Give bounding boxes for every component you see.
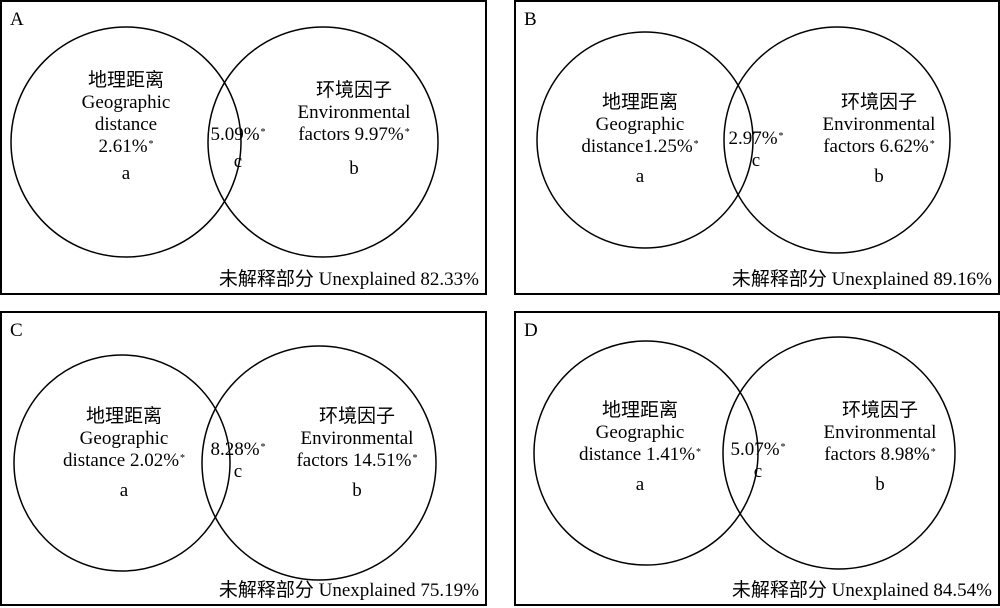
- region-a-zh: 地理距离: [601, 92, 679, 113]
- region-a-en: Geographic: [81, 92, 171, 113]
- panel-letter: D: [524, 320, 538, 341]
- geographic-distance-circle: [536, 31, 754, 249]
- region-c-label: 5.07%* c: [730, 439, 785, 483]
- panel-letter: C: [10, 320, 23, 341]
- region-c-pct: 5.07%: [730, 439, 780, 460]
- environmental-factors-circle: [722, 336, 956, 570]
- significance-mark: *: [260, 442, 266, 453]
- region-b-en: Environmental: [300, 428, 414, 449]
- region-a-id: a: [635, 474, 645, 495]
- region-a-zh: 地理距离: [87, 70, 165, 91]
- venn-panel-d: D 地理距离 Geographic distance 1.41%* a 5.07…: [514, 311, 1000, 606]
- region-b-en: factors 8.98%: [824, 444, 930, 465]
- region-a-en: distance1.25%: [581, 136, 693, 157]
- region-b-zh: 环境因子: [318, 406, 395, 427]
- region-c-id: c: [753, 461, 763, 482]
- region-a-en: distance: [94, 114, 158, 135]
- region-c-pct: 2.97%: [728, 128, 778, 149]
- region-b-id: b: [874, 166, 884, 187]
- venn-panel-b: B 地理距离 Geographic distance1.25%* a 2.97%…: [514, 0, 1000, 295]
- region-a-pct: 2.61%: [98, 136, 148, 157]
- significance-mark: *: [929, 139, 935, 150]
- unexplained-label: 未解释部分 Unexplained 82.33%: [218, 269, 479, 290]
- significance-mark: *: [404, 127, 410, 138]
- significance-mark: *: [260, 127, 266, 138]
- panel-letter: A: [10, 9, 24, 30]
- region-b-label: 环境因子 Environmental factors 14.51%* b: [296, 406, 417, 502]
- region-a-label: 地理距离 Geographic distance 1.41%* a: [579, 400, 701, 496]
- region-c-label: 5.09%* c: [210, 124, 265, 173]
- significance-mark: *: [930, 447, 936, 458]
- region-a-id: a: [119, 480, 129, 501]
- venn-diagram: [13, 345, 437, 581]
- environmental-factors-circle: [723, 26, 951, 254]
- region-a-en: distance 2.02%: [62, 450, 180, 471]
- region-a-label: 地理距离 Geographic distance1.25%* a: [581, 92, 698, 188]
- region-c-label: 2.97%* c: [728, 128, 783, 172]
- region-a-en: distance 1.41%: [578, 444, 696, 465]
- region-b-id: b: [875, 474, 885, 495]
- region-b-label: 环境因子 Environmental factors 6.62%* b: [823, 92, 936, 188]
- region-b-label: 环境因子 Environmental factors 9.97%* b: [298, 80, 411, 180]
- significance-mark: *: [148, 139, 154, 150]
- region-a-label: 地理距离 Geographic distance 2.02%* a: [63, 406, 185, 502]
- region-c-label: 8.28%* c: [210, 439, 265, 483]
- region-b-zh: 环境因子: [841, 400, 919, 421]
- region-a-zh: 地理距离: [601, 400, 679, 421]
- region-b-en: factors 6.62%: [823, 136, 929, 157]
- region-c-pct: 8.28%: [210, 439, 260, 460]
- venn-panel-a: A 地理距离 Geographic distance 2.61%* a 5.09…: [0, 0, 487, 295]
- region-b-en: Environmental: [823, 422, 937, 443]
- region-b-en: Environmental: [297, 102, 411, 123]
- region-b-id: b: [349, 158, 359, 179]
- unexplained-label: 未解释部分 Unexplained 75.19%: [218, 580, 479, 601]
- unexplained-label: 未解释部分 Unexplained 89.16%: [731, 269, 992, 290]
- significance-mark: *: [696, 447, 702, 458]
- region-a-en: Geographic: [595, 422, 685, 443]
- region-c-id: c: [233, 461, 243, 482]
- region-a-id: a: [121, 163, 131, 184]
- venn-diagram: [10, 26, 439, 258]
- venn-diagram: [533, 336, 956, 570]
- panel-letter: B: [524, 9, 537, 30]
- significance-mark: *: [693, 139, 699, 150]
- region-b-en: factors 14.51%: [296, 450, 412, 471]
- geographic-distance-circle: [533, 340, 759, 566]
- environmental-factors-circle: [207, 26, 439, 258]
- unexplained-label: 未解释部分 Unexplained 84.54%: [731, 580, 992, 601]
- region-a-en: Geographic: [79, 428, 169, 449]
- region-c-id: c: [233, 151, 243, 172]
- geographic-distance-circle: [10, 26, 242, 258]
- significance-mark: *: [180, 453, 186, 464]
- region-c-pct: 5.09%: [210, 124, 260, 145]
- region-a-label: 地理距离 Geographic distance 2.61%* a: [82, 70, 171, 185]
- region-b-id: b: [352, 480, 362, 501]
- region-b-en: factors 9.97%: [298, 124, 404, 145]
- region-a-zh: 地理距离: [85, 406, 163, 427]
- venn-panel-c: C 地理距离 Geographic distance 2.02%* a 8.28…: [0, 311, 487, 606]
- significance-mark: *: [780, 442, 786, 453]
- significance-mark: *: [412, 453, 418, 464]
- region-c-id: c: [751, 150, 761, 171]
- region-b-label: 环境因子 Environmental factors 8.98%* b: [824, 400, 937, 496]
- significance-mark: *: [778, 131, 784, 142]
- region-b-en: Environmental: [822, 114, 936, 135]
- venn-diagram: [536, 26, 951, 254]
- geographic-distance-circle: [13, 354, 231, 572]
- environmental-factors-circle: [201, 345, 437, 581]
- region-a-en: Geographic: [595, 114, 685, 135]
- region-a-id: a: [635, 166, 645, 187]
- region-b-zh: 环境因子: [840, 92, 918, 113]
- region-b-zh: 环境因子: [315, 80, 393, 101]
